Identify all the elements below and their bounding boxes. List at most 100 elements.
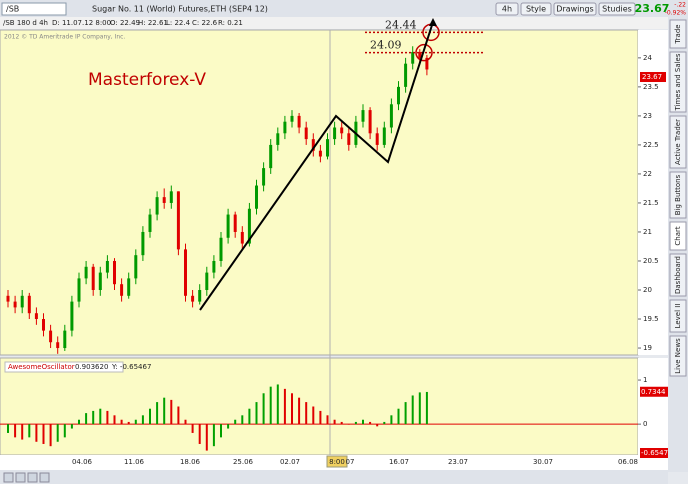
x-tick-label: 11.06 (124, 458, 145, 466)
toolbar-button[interactable] (495, 2, 519, 16)
info-field: /SB 180 d 4h (3, 19, 48, 27)
side-tab[interactable] (669, 299, 687, 333)
oscillator-panel (0, 357, 639, 456)
side-tab[interactable] (669, 115, 687, 169)
y-tick-label: 24 (643, 54, 652, 62)
x-tick-label: 16.07 (389, 458, 409, 466)
osc-title: AwesomeOscillator (8, 363, 75, 371)
level-circle (415, 43, 433, 62)
osc-bar (312, 406, 315, 425)
candle-body (49, 330, 53, 343)
osc-bar (191, 424, 194, 433)
y-tick-label: 0 (643, 420, 647, 428)
candle-body (113, 260, 116, 285)
symbol-box[interactable] (1, 2, 67, 16)
change: -.22 (674, 2, 686, 9)
osc-bar (262, 393, 265, 425)
icon[interactable] (15, 472, 26, 483)
osc-bar (376, 424, 379, 427)
osc-bar (241, 415, 244, 425)
osc-bar (220, 424, 222, 438)
side-tab-label: Trade (674, 24, 682, 44)
candle-body (269, 144, 273, 169)
y-tick-label: 21 (643, 228, 652, 236)
symbol: /SB (6, 5, 19, 14)
side-tab[interactable] (669, 19, 687, 49)
icon[interactable] (27, 472, 38, 483)
osc-bar (205, 424, 208, 451)
osc-title-box (4, 361, 124, 373)
price-axis (638, 30, 668, 355)
osc-bar (78, 419, 80, 425)
osc-marker-tag (640, 448, 668, 459)
candle-body (389, 104, 393, 128)
y-tick-label: 23.5 (643, 83, 659, 91)
osc-bar (283, 388, 286, 425)
osc-bar (35, 424, 38, 442)
candle-body (148, 214, 152, 232)
side-tab[interactable] (669, 221, 687, 251)
osc-bar (113, 415, 116, 425)
candle-body (297, 115, 301, 128)
side-tab[interactable] (669, 335, 687, 377)
y-tick-label: 21.5 (643, 199, 659, 207)
candle-body (13, 301, 17, 308)
osc-bar (106, 410, 109, 425)
candle-body (411, 52, 415, 64)
candle-body (404, 63, 408, 87)
candle-body (283, 121, 287, 134)
candle-body (276, 133, 280, 145)
candle-body (333, 127, 337, 140)
candle-body (368, 110, 372, 134)
x-tick-label: 02.07 (280, 458, 300, 466)
candle-body (184, 249, 187, 296)
osc-marker-label: -0.6547 (641, 449, 668, 457)
toolbar-button[interactable] (520, 2, 552, 16)
candle-body (212, 260, 216, 273)
osc-bar (390, 415, 393, 425)
osc-bar (248, 408, 251, 425)
osc-bar (347, 424, 350, 425)
arrow-head (429, 18, 437, 26)
side-tab[interactable] (669, 171, 687, 219)
candle-body (375, 133, 379, 145)
toolbar-button[interactable] (598, 2, 636, 16)
candle-body (84, 266, 88, 279)
candle-body (155, 197, 159, 215)
side-tab-label: Big Buttons (674, 174, 682, 215)
watermark: 2012 © TD Ameritrade IP Company, Inc. (4, 34, 125, 41)
osc-bar (92, 410, 95, 425)
candle-body (63, 330, 67, 349)
toolbar-button-label: Drawings (556, 5, 593, 14)
crosshair-time-tag (326, 455, 348, 468)
candle-body (6, 295, 10, 302)
osc-bar (7, 424, 9, 433)
side-tab[interactable] (669, 51, 687, 113)
osc-bar (411, 395, 414, 425)
candle-body (318, 150, 322, 157)
osc-bar (319, 410, 322, 425)
candle-body (326, 139, 329, 157)
osc-bar (56, 424, 59, 442)
change-pct: -0.92% (665, 10, 687, 17)
candle-body (20, 295, 24, 308)
osc-bar (156, 402, 159, 425)
candle-body (127, 278, 131, 296)
candle-body (70, 301, 74, 331)
icon[interactable] (3, 472, 14, 483)
y-tick-label: 20 (643, 286, 652, 294)
osc-bar (354, 421, 357, 425)
candle-body (226, 214, 230, 238)
candle-body (361, 110, 365, 122)
candle-body (247, 208, 251, 244)
icon[interactable] (39, 472, 50, 483)
side-tab-label: Chart (674, 226, 682, 245)
toolbar-button[interactable] (553, 2, 597, 16)
candle-body (304, 127, 308, 140)
candle-body (425, 57, 429, 70)
last-price: 23.67 (635, 2, 670, 15)
osc-bar (340, 421, 343, 425)
side-tab[interactable] (669, 253, 687, 297)
osc-bar (418, 392, 421, 425)
candle-body (162, 197, 166, 203)
